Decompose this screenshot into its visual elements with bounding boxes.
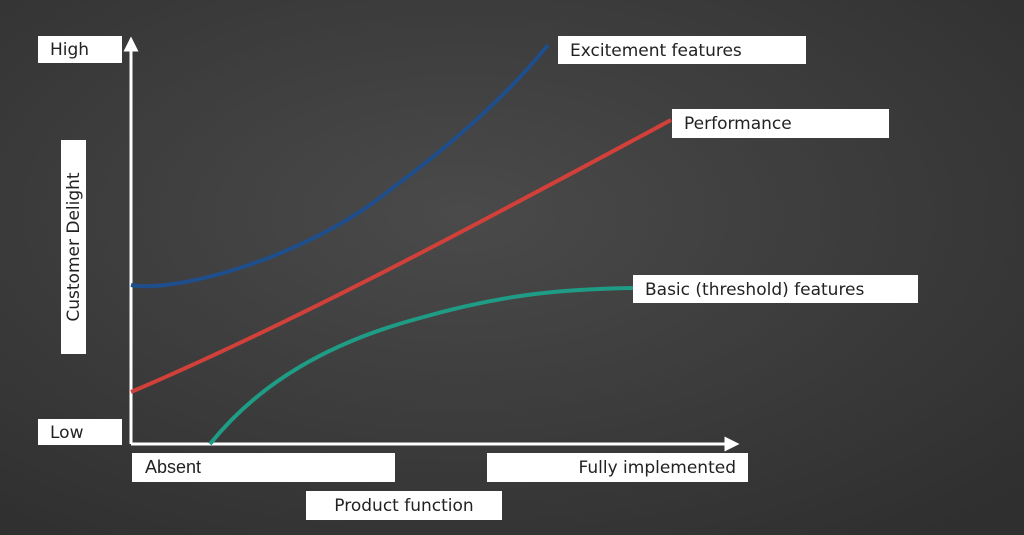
- x-axis-title: Product function: [334, 496, 473, 516]
- curve-label: Performance: [684, 114, 792, 134]
- excitement-curve: [130, 43, 550, 289]
- x-start-label: Absent: [145, 457, 201, 477]
- label-box: [132, 453, 395, 482]
- x-end-label: Fully implemented: [579, 458, 737, 478]
- curve-label: Basic (threshold) features: [645, 280, 865, 300]
- label-box: [633, 275, 918, 303]
- label-box: [487, 453, 748, 482]
- basic-curve: [208, 286, 634, 446]
- y-axis-title: Customer Delight: [64, 172, 84, 322]
- label-box: [672, 109, 889, 138]
- label-box: [38, 36, 122, 63]
- curve-label: Excitement features: [570, 41, 742, 61]
- y-low-label: Low: [50, 423, 84, 443]
- performance-curve: [130, 118, 672, 394]
- label-box: [306, 491, 502, 520]
- y-high-label: High: [50, 40, 89, 60]
- label-box: [558, 36, 806, 64]
- label-box: [38, 419, 122, 445]
- label-box: [61, 140, 86, 354]
